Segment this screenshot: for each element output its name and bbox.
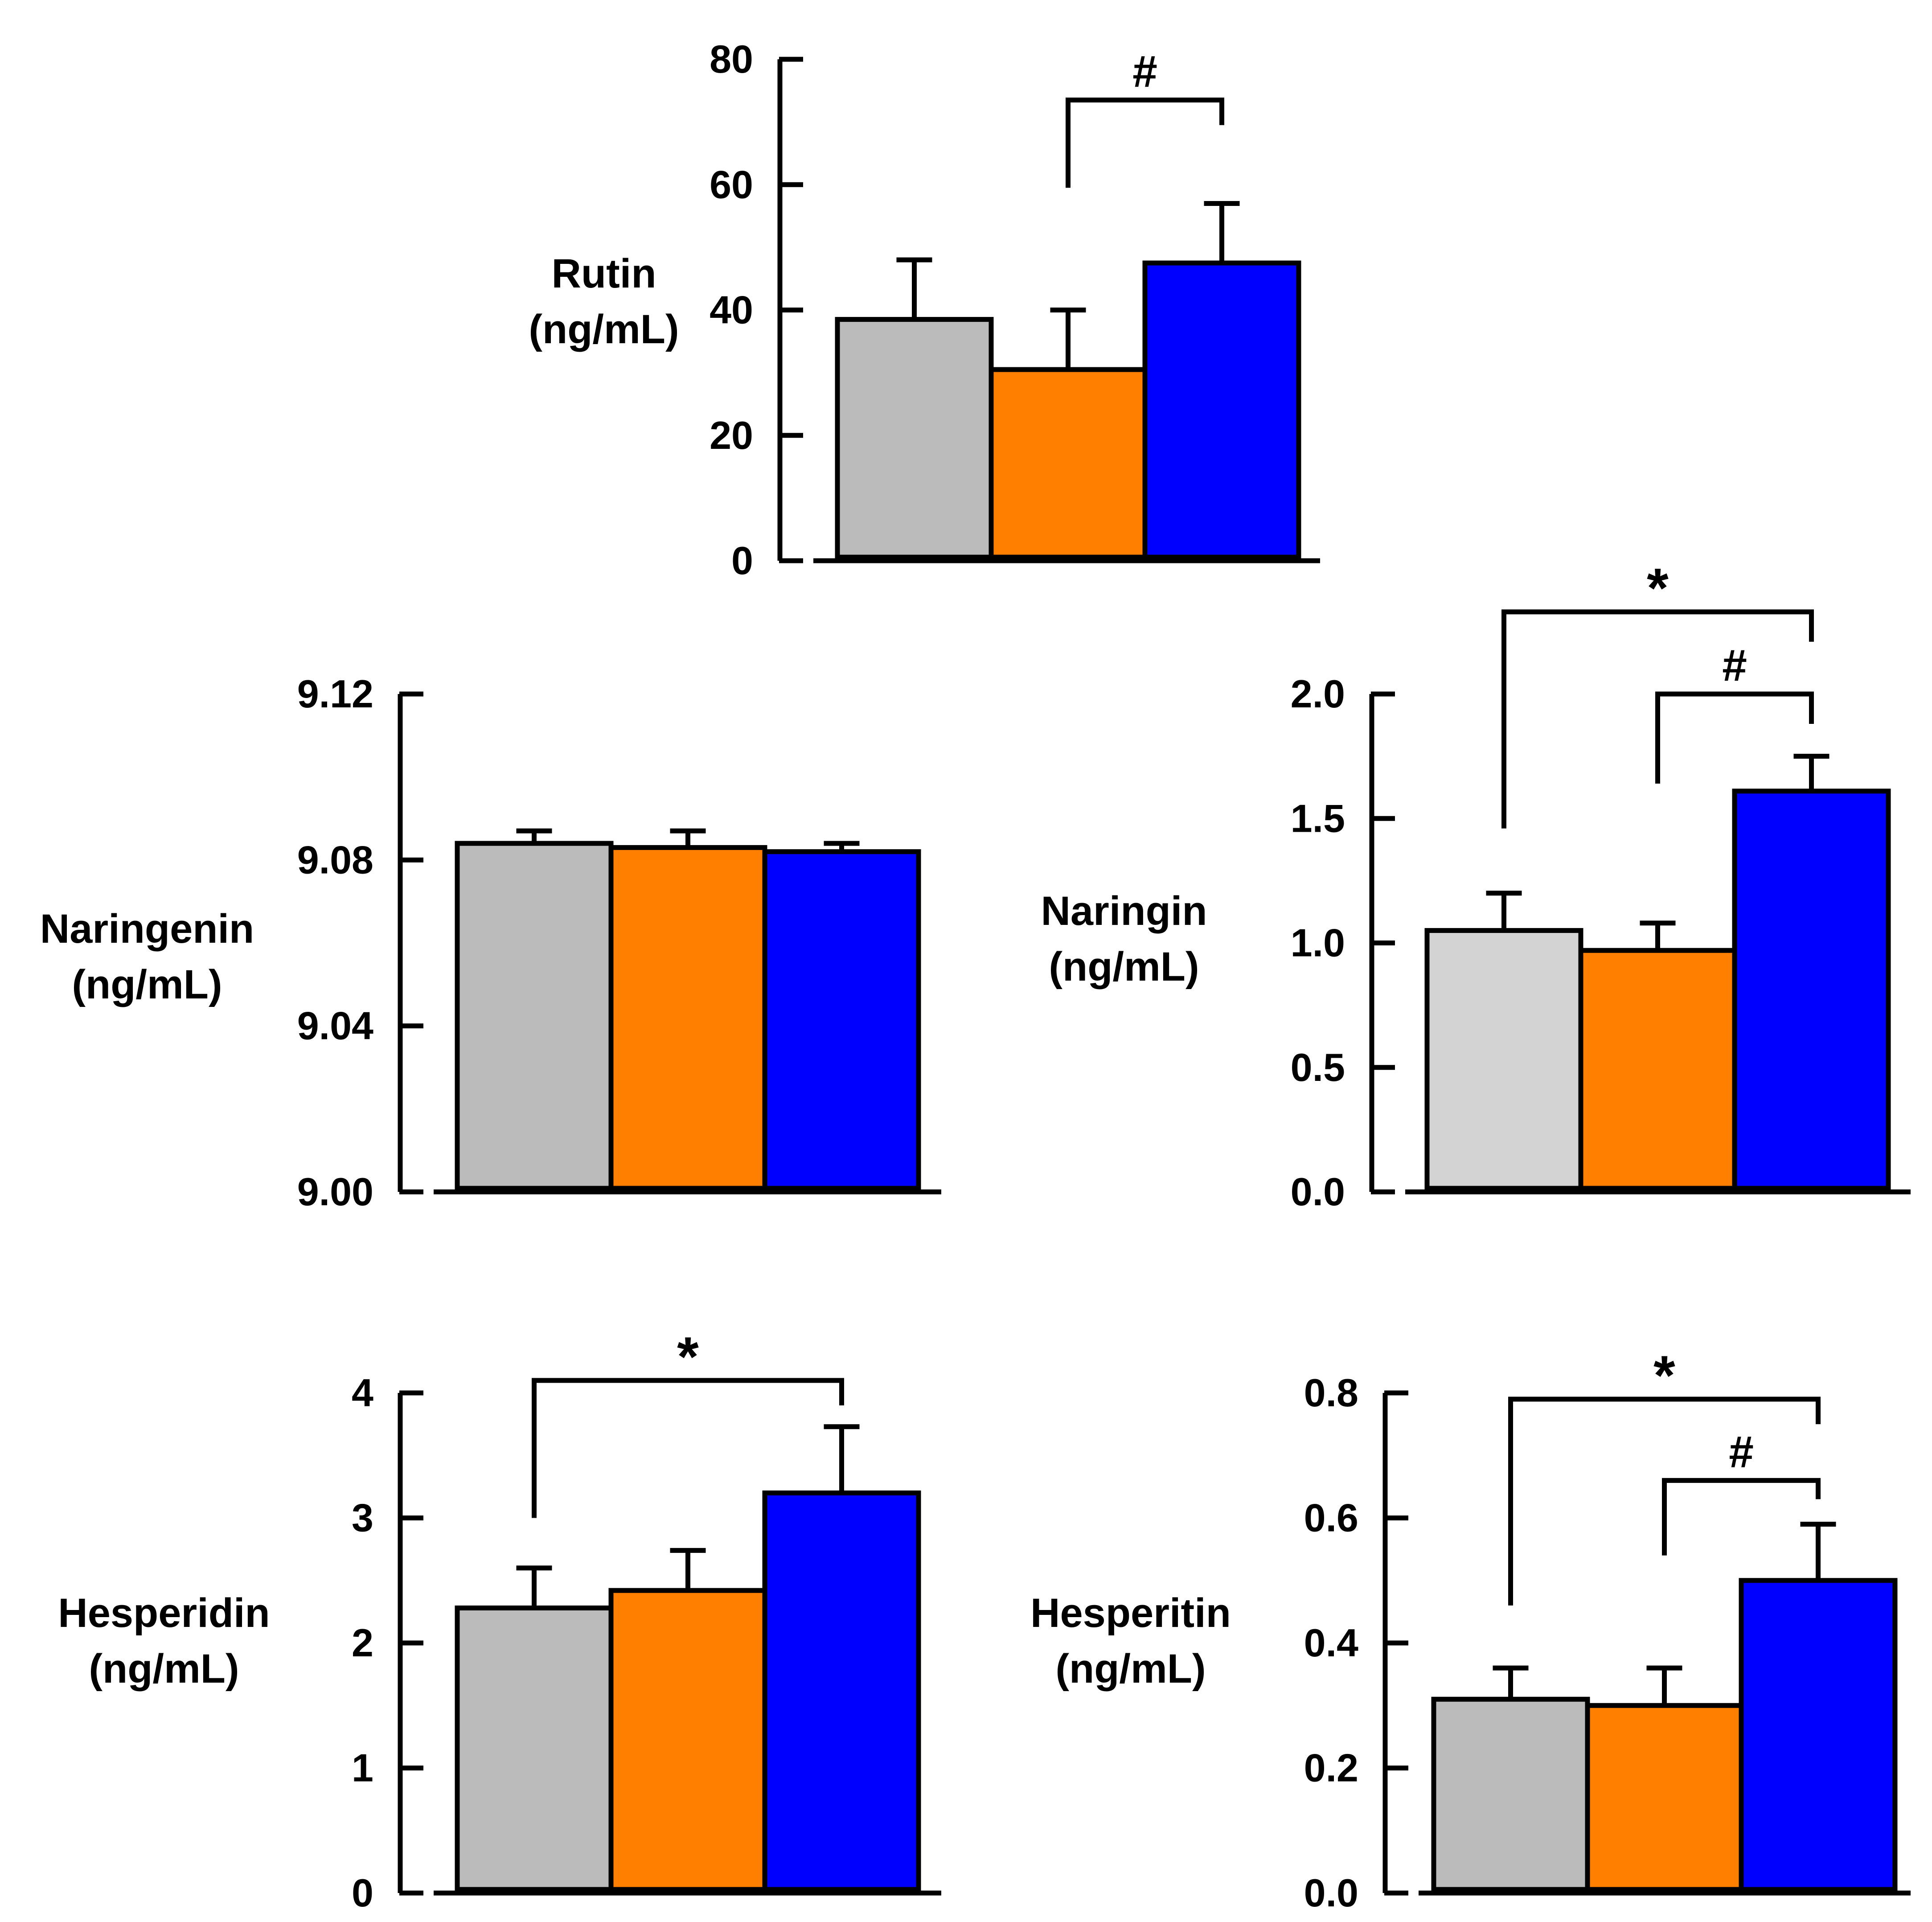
chart-hesperidin: 0 1 2 3 4 Hesperidin (ng/mL) * (58, 1326, 941, 1915)
y-tick-label: 1.5 (1291, 796, 1345, 840)
y-tick-label: 0.8 (1304, 1371, 1358, 1415)
bar (835, 317, 994, 560)
bar (455, 841, 614, 1191)
significance-label: * (1653, 1345, 1675, 1407)
significance-bracket (1662, 1478, 1821, 1556)
y-tick-label: 9.12 (297, 672, 373, 716)
y-tick-label: 0.0 (1291, 1170, 1345, 1214)
y-tick-label: 4 (352, 1371, 373, 1415)
significance-label: # (1132, 46, 1157, 96)
bar (1424, 928, 1583, 1191)
y-axis-label: (ng/mL) (1049, 944, 1199, 990)
significance-label: * (677, 1326, 699, 1388)
bar (608, 1588, 767, 1892)
y-tick-label: 0.4 (1304, 1621, 1358, 1665)
bar (1578, 948, 1737, 1191)
significance-bracket (532, 1378, 844, 1518)
y-tick-label: 0.2 (1304, 1746, 1358, 1790)
y-axis-label: (ng/mL) (529, 307, 679, 352)
y-tick-label: 0 (352, 1871, 373, 1915)
chart-rutin: 0 20 40 60 80 Rutin (ng/mL) # (529, 37, 1320, 583)
y-tick-label: 9.00 (297, 1170, 373, 1214)
chart-naringenin: 9.00 9.04 9.08 9.12 Naringenin (ng/mL) (40, 672, 941, 1214)
y-axis-label: Naringenin (40, 906, 254, 952)
y-tick-label: 9.04 (297, 1004, 373, 1048)
bar (1739, 1578, 1898, 1892)
chart-naringin: 0.0 0.5 1.0 1.5 2.0 Naringin (ng/mL) * # (1041, 558, 1911, 1214)
significance-bracket (1508, 1396, 1821, 1606)
y-axis-label: Naringin (1041, 888, 1207, 934)
y-axis-label: Rutin (551, 251, 656, 296)
y-tick-label: 2.0 (1291, 672, 1345, 716)
significance-label: * (1647, 558, 1669, 620)
y-tick-label: 20 (710, 413, 753, 457)
bar (1142, 260, 1301, 560)
significance-bracket (1655, 691, 1814, 784)
y-tick-label: 0 (731, 538, 753, 583)
bar (762, 849, 921, 1191)
y-tick-label: 40 (710, 288, 753, 332)
y-tick-label: 1.0 (1291, 921, 1345, 965)
bar (1732, 789, 1891, 1191)
chart-hesperitin: 0.0 0.2 0.4 0.6 0.8 Hesperitin (ng/mL) * # (1030, 1345, 1911, 1915)
significance-bracket (1066, 97, 1224, 188)
y-axis-label: (ng/mL) (72, 962, 222, 1007)
y-tick-label: 0.6 (1304, 1496, 1358, 1540)
bar (608, 845, 767, 1191)
y-axis-label: Hesperidin (58, 1590, 270, 1636)
significance-label: # (1722, 641, 1747, 690)
y-tick-label: 3 (352, 1496, 373, 1540)
bar (455, 1605, 614, 1892)
y-tick-label: 2 (352, 1621, 373, 1665)
y-tick-label: 0.5 (1291, 1045, 1345, 1089)
significance-label: # (1729, 1427, 1754, 1477)
bar (1431, 1696, 1590, 1892)
bar (989, 367, 1148, 560)
bar (1585, 1703, 1744, 1892)
y-tick-label: 0.0 (1304, 1871, 1358, 1915)
significance-bracket (1501, 609, 1814, 829)
y-axis-label: (ng/mL) (89, 1646, 239, 1692)
y-tick-label: 9.08 (297, 838, 373, 882)
bar (762, 1490, 921, 1892)
y-tick-label: 60 (710, 162, 753, 206)
y-axis-label: (ng/mL) (1055, 1646, 1206, 1692)
y-tick-label: 80 (710, 37, 753, 81)
y-axis-label: Hesperitin (1030, 1590, 1231, 1636)
y-tick-label: 1 (352, 1746, 373, 1790)
